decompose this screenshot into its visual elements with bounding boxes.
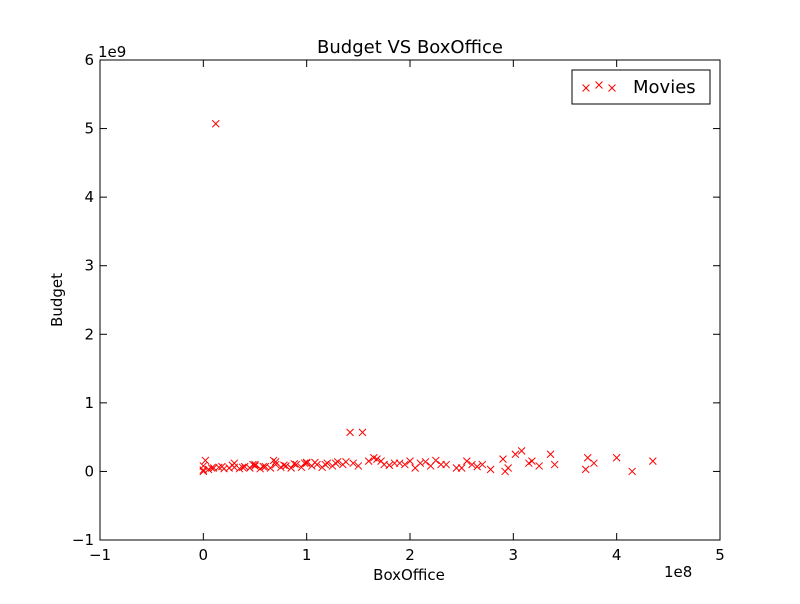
data-point — [259, 462, 268, 471]
x-tick-label: 5 — [715, 546, 725, 564]
data-point — [511, 450, 520, 459]
legend-marker-x — [595, 81, 603, 89]
data-point — [364, 457, 373, 465]
legend-marker-x — [582, 84, 590, 92]
data-point — [535, 462, 544, 470]
data-point — [395, 459, 404, 468]
data-point — [457, 464, 466, 472]
x-axis-label: BoxOffice — [373, 566, 445, 584]
data-point — [358, 428, 367, 437]
y-tick-label: 5 — [84, 120, 94, 138]
plot-area — [99, 59, 721, 541]
data-point — [211, 119, 220, 128]
data-point — [199, 462, 208, 470]
x-tick-label: 1 — [302, 546, 312, 564]
data-point — [209, 464, 218, 472]
data-point — [331, 459, 340, 468]
legend: Movies — [571, 69, 711, 105]
data-point — [287, 464, 296, 472]
data-point — [612, 453, 621, 462]
data-point — [292, 460, 301, 469]
y-axis-label: Budget — [48, 273, 66, 327]
data-point — [583, 453, 592, 462]
y-tick-label: −1 — [72, 531, 94, 549]
data-point — [421, 457, 430, 466]
data-point — [431, 456, 440, 465]
data-point — [199, 467, 208, 476]
data-point — [517, 447, 526, 455]
data-point — [271, 460, 280, 469]
data-point — [373, 455, 381, 463]
data-point — [282, 462, 290, 470]
data-point — [501, 467, 509, 476]
data-point — [524, 459, 533, 468]
legend-box — [571, 69, 711, 105]
data-point — [311, 458, 319, 467]
data-point — [207, 464, 216, 472]
data-point — [473, 462, 482, 471]
data-point — [590, 459, 598, 468]
data-point — [218, 462, 226, 471]
data-point — [468, 460, 476, 469]
y-tick-label: 2 — [84, 325, 94, 343]
x-tick-label: 4 — [612, 546, 622, 564]
x-tick-label: 0 — [199, 546, 209, 564]
data-point — [628, 467, 637, 476]
y-tick-label: 4 — [84, 188, 94, 206]
legend-label: Movies — [633, 77, 696, 98]
data-point — [499, 455, 507, 463]
data-point — [349, 459, 358, 468]
data-point — [240, 462, 249, 471]
data-point — [406, 457, 414, 465]
data-point — [442, 460, 451, 469]
data-point — [377, 457, 385, 465]
x-tick-label: 3 — [509, 546, 519, 564]
axis-ticks: −1 0 1 2 3 4 5 −1 0 1 2 3 4 5 6 — [72, 51, 725, 564]
x-tick-label: −1 — [89, 546, 111, 564]
data-point — [290, 460, 299, 468]
data-point — [230, 459, 239, 468]
data-point — [550, 460, 559, 469]
data-point — [300, 459, 309, 468]
data-point — [385, 461, 394, 470]
data-point — [238, 463, 247, 472]
legend-marker — [582, 81, 616, 92]
data-point — [581, 465, 590, 474]
data-point — [546, 450, 555, 459]
data-point — [266, 464, 275, 472]
data-point — [400, 460, 409, 469]
data-point — [478, 460, 487, 469]
y-tick-label: 1 — [84, 394, 94, 412]
data-point — [354, 462, 363, 470]
data-point — [280, 461, 288, 470]
y-offset-label: 1e9 — [98, 43, 126, 61]
x-tick-label: 2 — [405, 546, 415, 564]
data-points — [199, 119, 657, 476]
legend-marker-x — [608, 84, 616, 92]
data-point — [648, 457, 657, 465]
y-tick-label: 6 — [84, 51, 94, 69]
data-point — [411, 464, 420, 472]
data-point — [486, 465, 495, 474]
data-point — [462, 457, 471, 465]
data-point — [271, 457, 280, 466]
x-offset-label: 1e8 — [664, 563, 692, 581]
data-point — [201, 456, 210, 465]
y-tick-label: 0 — [84, 462, 94, 480]
data-point — [249, 460, 257, 469]
data-point — [346, 428, 354, 437]
data-point — [251, 460, 259, 469]
data-point — [321, 460, 330, 469]
data-point — [261, 462, 270, 471]
y-tick-label: 3 — [84, 257, 94, 275]
data-point — [302, 458, 311, 467]
data-point — [342, 457, 350, 466]
chart-title: Budget VS BoxOffice — [317, 37, 503, 58]
